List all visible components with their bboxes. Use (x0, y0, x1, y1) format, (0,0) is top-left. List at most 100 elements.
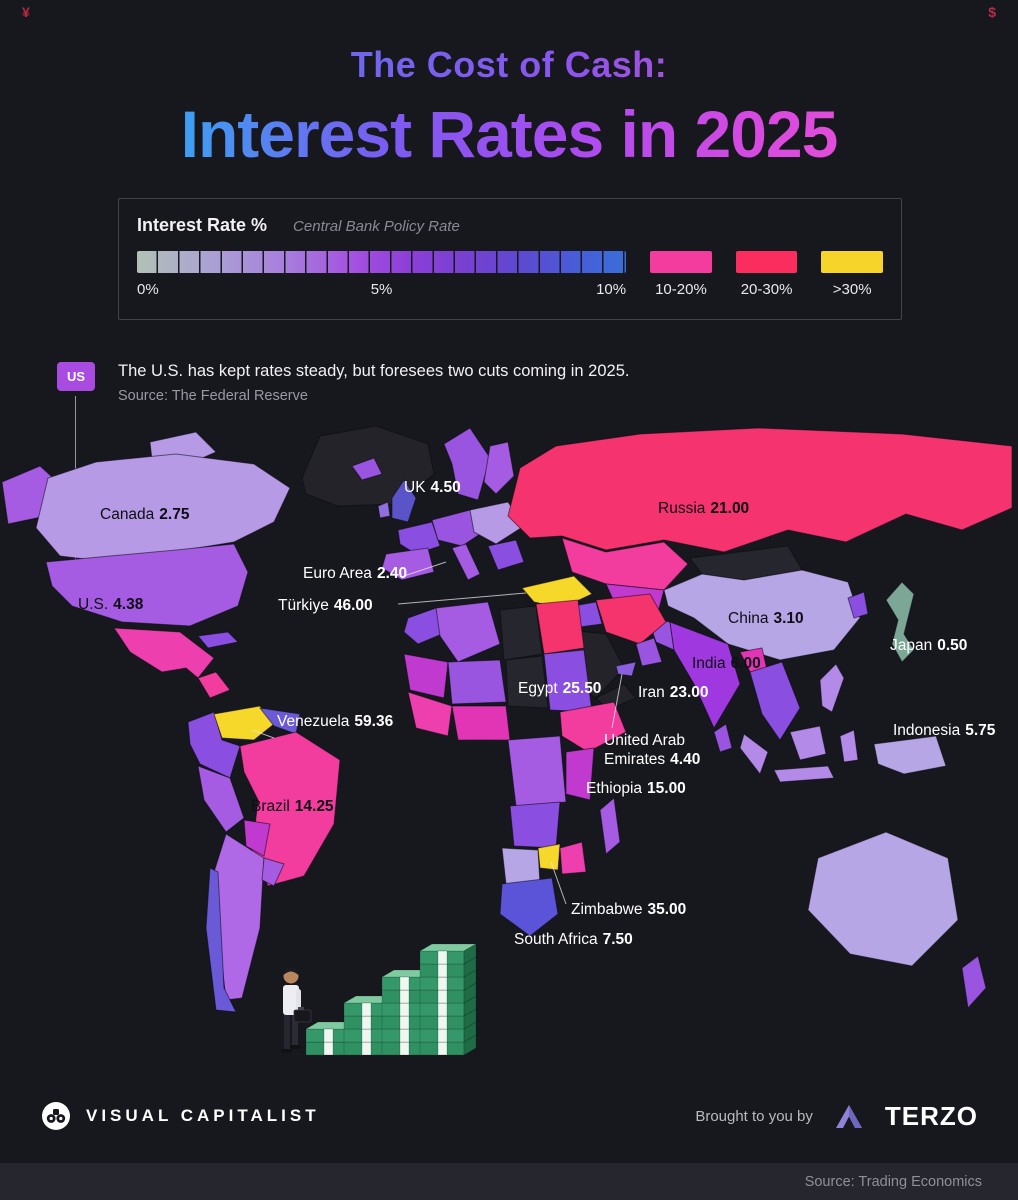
country-rate: 23.00 (669, 684, 709, 701)
country-india (669, 621, 741, 730)
country-rate: 35.00 (647, 901, 687, 918)
binoculars-icon (42, 1102, 70, 1130)
country-australia (807, 831, 959, 967)
map-label-russia: Russia 21.00 (658, 500, 749, 519)
country-uk (391, 479, 417, 523)
country-korea (847, 591, 869, 619)
map-label-india: India 6.00 (692, 655, 761, 674)
page-title: Interest Rates in 2025 (0, 96, 1018, 172)
country-rate: 25.50 (562, 680, 602, 697)
world-map (1, 425, 1013, 1013)
country-morocco (403, 607, 443, 645)
country-rate: 7.50 (602, 931, 633, 948)
country-rate: 15.00 (647, 780, 686, 797)
region-west-africa-2 (407, 691, 453, 737)
country-rate: 2.40 (376, 565, 408, 582)
footer: VISUAL CAPITALIST Brought to you by TERZ… (0, 1092, 1018, 1140)
country-indonesia-sulawesi (839, 729, 859, 763)
legend-subtitle: Central Bank Policy Rate (293, 218, 460, 235)
source-bar: Source: Trading Economics (0, 1163, 1018, 1200)
money-stairs-illustration (281, 943, 477, 1056)
legend-bucket-10-20: 10-20% (650, 251, 712, 298)
map-label-south-africa: South Africa 7.50 (514, 931, 633, 950)
legend-box: Interest Rate % Central Bank Policy Rate… (118, 198, 902, 320)
country-name: Zimbabwe (571, 901, 643, 918)
bucket-label: 20-30% (740, 281, 793, 298)
country-rate: 59.36 (354, 713, 394, 730)
map-label-turkiye: Türkiye 46.00 (278, 597, 373, 616)
swatch-yellow (821, 251, 883, 273)
country-name: Indonesia (893, 722, 961, 739)
country-name: United Arab Emirates (604, 732, 685, 768)
visual-capitalist-logo: VISUAL CAPITALIST (40, 1100, 320, 1132)
country-name: Russia (658, 500, 706, 517)
country-rate: 5.75 (965, 722, 996, 739)
map-label-zimbabwe: Zimbabwe 35.00 (571, 901, 686, 920)
bucket-label: 10-20% (655, 281, 707, 298)
country-usa (45, 543, 249, 627)
leader-lines (251, 561, 623, 905)
region-mali-niger (447, 659, 507, 705)
map-label-iran: Iran 23.00 (638, 684, 709, 703)
country-russia (507, 427, 1013, 553)
country-rate: 4.50 (430, 479, 461, 496)
country-spain (381, 547, 435, 581)
country-chile (205, 867, 237, 1013)
world-map-area: Canada 2.75 U.S. 4.38 UK 4.50 Euro Area 2.40… (0, 420, 1018, 1080)
country-rate: 4.38 (113, 596, 144, 613)
country-mozambique (559, 841, 587, 875)
country-rate: 21.00 (710, 500, 750, 517)
map-label-indonesia: Indonesia 5.75 (893, 722, 995, 741)
country-kazakhstan (561, 537, 689, 591)
country-name: Japan (890, 637, 933, 654)
country-name: Brazil (251, 798, 290, 815)
region-se-asia (749, 661, 801, 741)
country-name: Türkiye (278, 597, 329, 614)
country-zimbabwe (537, 843, 561, 871)
legend-title: Interest Rate % (137, 215, 268, 235)
country-ethiopia (559, 701, 627, 753)
country-scandinavia (443, 427, 491, 501)
landmass (197, 671, 231, 699)
country-egypt (535, 599, 585, 655)
currency-decor-icon: $ (988, 4, 996, 20)
us-annotation: US The U.S. has kept rates steady, but f… (57, 362, 629, 404)
businessperson-figure (281, 967, 312, 1053)
country-rate: 14.25 (294, 798, 334, 815)
country-philippines (819, 663, 845, 713)
country-uae (615, 661, 637, 677)
gradient-bar (137, 251, 627, 273)
country-rate: 6.00 (730, 655, 761, 672)
country-name: Euro Area (303, 565, 372, 582)
region-namibia-botswana (501, 847, 541, 885)
map-label-venezuela: Venezuela 59.36 (277, 713, 393, 732)
country-italy (451, 543, 481, 581)
country-name: Ethiopia (586, 780, 643, 797)
map-label-china: China 3.10 (728, 610, 804, 629)
country-name: U.S. (78, 596, 109, 613)
country-afghanistan (635, 637, 663, 667)
brand-name: VISUAL CAPITALIST (86, 1106, 320, 1125)
swatch-pink (650, 251, 712, 273)
country-rate: 46.00 (333, 597, 373, 614)
country-indonesia-sumatra (739, 733, 769, 776)
country-indonesia-java (773, 765, 835, 783)
country-name: Egypt (518, 680, 558, 697)
country-madagascar (599, 797, 621, 855)
map-label-brazil: Brazil 14.25 (251, 798, 334, 817)
sponsor-group: Brought to you by TERZO (695, 1101, 978, 1132)
legend-bucket-20-30: 20-30% (735, 251, 798, 298)
country-new-guinea (873, 735, 947, 775)
data-source: Source: Trading Economics (804, 1173, 982, 1190)
country-finland (483, 441, 515, 495)
country-rate: 3.10 (773, 610, 804, 627)
country-name: UK (404, 479, 426, 496)
landmass (197, 631, 240, 649)
map-label-japan: Japan 0.50 (890, 637, 967, 656)
country-iceland (351, 457, 383, 481)
country-china (663, 569, 861, 661)
country-bolivia (243, 819, 271, 857)
country-new-zealand (961, 955, 987, 1010)
country-name: South Africa (514, 931, 598, 948)
annotation-text: The U.S. has kept rates steady, but fore… (118, 362, 630, 380)
